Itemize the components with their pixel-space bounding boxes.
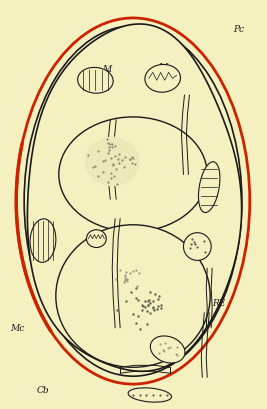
Text: Cb: Cb bbox=[37, 384, 49, 393]
Ellipse shape bbox=[150, 336, 185, 363]
Text: RE: RE bbox=[141, 353, 155, 362]
Text: pP: pP bbox=[143, 312, 153, 320]
Text: M: M bbox=[32, 225, 41, 234]
Polygon shape bbox=[28, 25, 242, 371]
Text: Mc: Mc bbox=[10, 324, 24, 333]
Ellipse shape bbox=[183, 233, 211, 261]
Text: RE: RE bbox=[213, 299, 226, 308]
Text: V: V bbox=[129, 291, 137, 301]
Ellipse shape bbox=[87, 230, 106, 248]
Ellipse shape bbox=[198, 162, 220, 213]
Ellipse shape bbox=[78, 68, 113, 94]
Ellipse shape bbox=[56, 225, 210, 367]
Ellipse shape bbox=[128, 388, 171, 402]
Ellipse shape bbox=[145, 65, 180, 93]
Text: M: M bbox=[158, 63, 167, 72]
Ellipse shape bbox=[59, 118, 207, 232]
Ellipse shape bbox=[85, 137, 140, 187]
Text: Pc: Pc bbox=[233, 25, 244, 34]
Ellipse shape bbox=[30, 219, 56, 263]
Text: M: M bbox=[102, 65, 111, 74]
Text: M: M bbox=[210, 171, 219, 180]
Text: RE: RE bbox=[94, 144, 107, 153]
Text: N: N bbox=[157, 180, 167, 190]
Ellipse shape bbox=[24, 27, 242, 376]
